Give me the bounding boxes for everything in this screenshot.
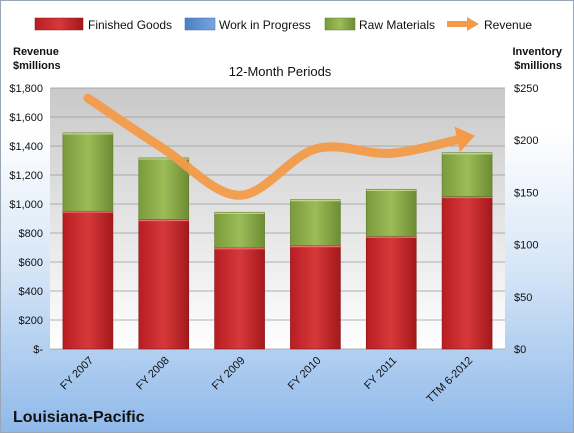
x-axis-ticks: FY 2007 FY 2008 FY 2009 FY 2010 FY 2011 TTM 6…	[58, 355, 475, 406]
bar-raw-materials	[214, 211, 265, 249]
legend-swatch-raw-materials	[324, 17, 356, 31]
bar-finished-goods	[290, 245, 341, 350]
left-tick-label: $1,000	[9, 199, 43, 211]
x-tick-label: FY 2008	[134, 355, 172, 393]
bar-finished-goods	[365, 235, 417, 350]
left-tick-label: $1,200	[9, 170, 43, 182]
legend-label-revenue: Revenue	[484, 18, 532, 32]
x-tick-label: FY 2009	[210, 355, 248, 393]
right-tick-label: $100	[514, 240, 538, 252]
revenue-line-path	[83, 93, 472, 200]
legend-label-finished-goods: Finished Goods	[88, 18, 172, 32]
left-axis-title-line1: Revenue	[13, 46, 59, 58]
right-tick-label: $50	[514, 292, 532, 304]
gridlines	[50, 87, 505, 350]
left-tick-label: $600	[19, 257, 43, 269]
revenue-arrowhead	[454, 126, 475, 153]
plot-area	[50, 88, 505, 349]
left-tick-label: $-	[33, 344, 43, 356]
x-tick-label: FY 2011	[362, 355, 399, 392]
legend-label-raw-materials: Raw Materials	[359, 18, 435, 32]
left-axis-title-line2: $millions	[13, 60, 61, 72]
bar-raw-materials	[290, 199, 341, 246]
left-axis-ticks: $- $200 $400 $600 $800 $1,000 $1,200 $1,400 $1,6…	[9, 83, 43, 356]
left-tick-label: $200	[19, 315, 43, 327]
legend-swatch-finished-goods	[34, 17, 84, 31]
bar-finished-goods	[214, 247, 265, 350]
right-tick-label: $150	[514, 187, 538, 199]
right-axis-title-line2: $millions	[514, 60, 562, 72]
left-tick-label: $800	[19, 228, 43, 240]
right-tick-label: $250	[514, 83, 538, 95]
bar-raw-materials	[138, 157, 190, 220]
bars	[62, 132, 493, 350]
chart-subtitle: 12-Month Periods	[229, 64, 332, 79]
right-axis-ticks: $0 $50 $100 $150 $200 $250	[514, 83, 538, 356]
x-tick-label: FY 2007	[58, 355, 96, 393]
bar-raw-materials	[62, 132, 114, 212]
right-tick-label: $200	[514, 135, 538, 147]
x-tick-label: FY 2010	[286, 355, 324, 393]
company-name: Louisiana-Pacific	[13, 409, 145, 426]
revenue-line	[83, 93, 475, 200]
legend-swatch-revenue	[447, 17, 479, 31]
bar-finished-goods	[62, 210, 114, 350]
legend: Finished Goods Work in Progress Raw Mate…	[34, 17, 532, 32]
right-axis-title-line1: Inventory	[512, 46, 562, 58]
bar-finished-goods	[441, 196, 493, 350]
bar-raw-materials	[365, 188, 417, 237]
left-tick-label: $1,800	[9, 83, 43, 95]
x-tick-label: TTM 6-2012	[424, 355, 475, 406]
left-tick-label: $400	[19, 286, 43, 298]
legend-label-work-in-progress: Work in Progress	[219, 18, 311, 32]
left-tick-label: $1,600	[9, 112, 43, 124]
right-tick-label: $0	[514, 344, 526, 356]
bar-finished-goods	[138, 219, 190, 350]
bar-raw-materials	[441, 152, 493, 197]
left-tick-label: $1,400	[9, 141, 43, 153]
legend-swatch-work-in-progress	[184, 17, 216, 31]
